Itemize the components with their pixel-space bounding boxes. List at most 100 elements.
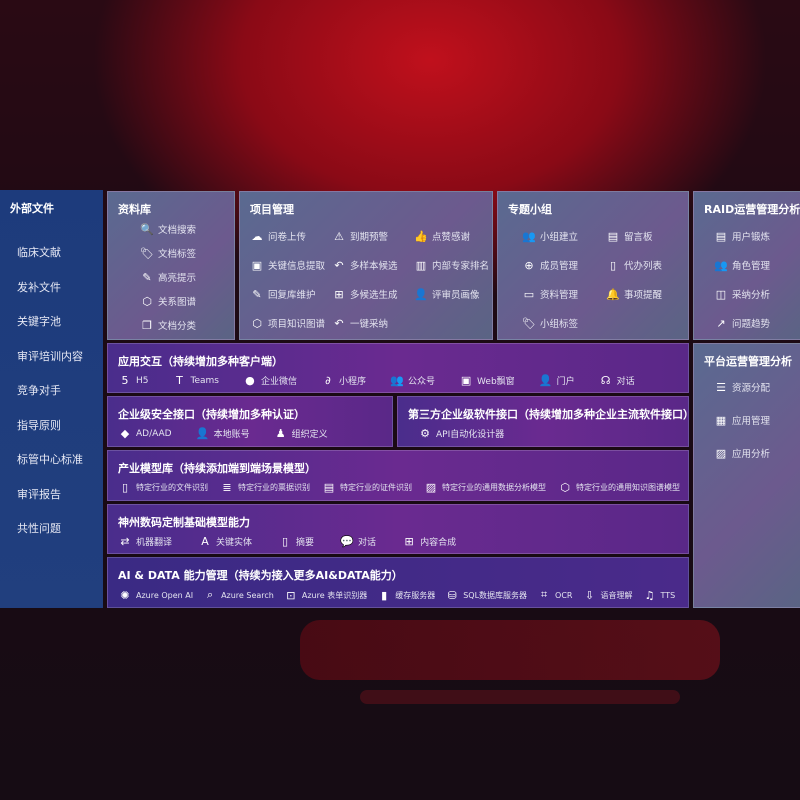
item-doc-search[interactable]: 🔍 文档搜索 bbox=[140, 222, 196, 237]
item-wechat[interactable]: ● 企业微信 bbox=[243, 374, 297, 387]
item-receipt[interactable]: ≣ 特定行业的票据识别 bbox=[220, 481, 310, 494]
item-id-card[interactable]: ▤ 特定行业的证件识别 bbox=[322, 481, 412, 494]
item-html5[interactable]: 5 H5 bbox=[118, 374, 149, 387]
item-edit[interactable]: ✎ 回复库维护 bbox=[250, 287, 315, 302]
item-graph[interactable]: ⬡ 项目知识图谱 bbox=[250, 316, 326, 331]
item-qa[interactable]: ◫ 采纳分析 bbox=[714, 287, 770, 302]
sidebar-item[interactable]: 竞争对手 bbox=[17, 384, 61, 397]
item-window[interactable]: ▣ 关键信息提取 bbox=[250, 258, 325, 273]
item-graph[interactable]: ⬡ 特定行业的通用知识图谱模型 bbox=[558, 481, 680, 494]
item-ocr[interactable]: ⌗ OCR bbox=[537, 588, 573, 602]
item-folder[interactable]: ▭ 资料管理 bbox=[522, 287, 578, 302]
item-translate[interactable]: ⇄ 机器翻译 bbox=[118, 535, 172, 548]
item-tag[interactable]: 🏷 小组标签 bbox=[522, 316, 578, 331]
sidebar-item[interactable]: 关键字池 bbox=[17, 315, 61, 328]
chart-icon: ▨ bbox=[715, 446, 727, 460]
bbs-icon: ▤ bbox=[607, 229, 619, 243]
item-org[interactable]: ♟ 组织定义 bbox=[274, 427, 328, 440]
item-reply[interactable]: ↶ 一键采纳 bbox=[332, 316, 388, 331]
item-alarm[interactable]: ⚠ 到期预警 bbox=[332, 229, 388, 244]
tag-icon: 🏷 bbox=[140, 246, 154, 260]
item-label: 门户 bbox=[556, 377, 575, 387]
item-label: 高亮提示 bbox=[158, 273, 197, 284]
item-search[interactable]: ⌕ Azure Search bbox=[203, 588, 274, 602]
item-window[interactable]: ▣ Web飘窗 bbox=[459, 374, 515, 387]
item-cache[interactable]: ▮ 缓存服务器 bbox=[377, 588, 435, 602]
item-tag[interactable]: 🏷 文档标签 bbox=[140, 246, 196, 261]
bell-icon: 🔔 bbox=[606, 287, 620, 301]
chart-icon: ▨ bbox=[425, 481, 437, 494]
openai-icon: ✺ bbox=[120, 588, 130, 602]
sidebar-item[interactable]: 共性问题 bbox=[17, 522, 61, 535]
panel-title: 产业模型库（持续添加端到端场景模型） bbox=[118, 462, 316, 475]
sidebar-item[interactable]: 标管中心标准 bbox=[17, 453, 83, 466]
ranking-icon: ▥ bbox=[415, 258, 427, 272]
item-puzzle[interactable]: ⊞ 多候选生成 bbox=[332, 287, 398, 302]
item-label: 项目知识图谱 bbox=[268, 319, 326, 330]
item-chart[interactable]: ▨ 应用分析 bbox=[714, 446, 770, 461]
sidebar-item[interactable]: 审评报告 bbox=[17, 487, 61, 501]
item-form[interactable]: ⊡ Azure 表单识别器 bbox=[284, 588, 367, 602]
receipt-icon: ≣ bbox=[222, 481, 232, 494]
sidebar-item[interactable]: 指导原则 bbox=[17, 418, 61, 432]
sidebar-item[interactable]: 临床文献 bbox=[17, 246, 61, 259]
item-pen[interactable]: ✎ 高亮提示 bbox=[140, 270, 197, 285]
apps-icon: ▦ bbox=[715, 413, 727, 427]
item-trend[interactable]: ↗ 问题趋势 bbox=[714, 316, 770, 331]
item-ranking[interactable]: ▥ 内部专家排名 bbox=[414, 258, 489, 273]
item-teams[interactable]: T Teams bbox=[173, 374, 219, 387]
item-label: Web飘窗 bbox=[477, 377, 515, 387]
item-graph[interactable]: ⬡ 关系图谱 bbox=[140, 294, 196, 309]
item-users[interactable]: 👥 小组建立 bbox=[522, 229, 578, 244]
item-doc[interactable]: ▯ 特定行业的文件识别 bbox=[118, 481, 208, 494]
item-doc[interactable]: ▯ 摘要 bbox=[278, 535, 314, 548]
item-label: 资源分配 bbox=[732, 383, 771, 394]
item-puzzle[interactable]: ⊞ 内容合成 bbox=[402, 535, 456, 548]
clipboard-icon: ▯ bbox=[609, 258, 617, 272]
item-database[interactable]: ⛁ SQL数据库服务器 bbox=[445, 588, 527, 602]
entity-icon: A bbox=[201, 535, 209, 548]
item-clipboard[interactable]: ▯ 代办列表 bbox=[606, 258, 662, 273]
item-label: 缓存服务器 bbox=[395, 590, 436, 600]
item-user[interactable]: 👤 本地账号 bbox=[196, 427, 250, 440]
item-label: 特定行业的通用知识图谱模型 bbox=[576, 483, 680, 492]
item-cloud-upload[interactable]: ☁ 问卷上传 bbox=[250, 229, 307, 244]
item-tts[interactable]: ♫ TTS bbox=[643, 588, 676, 602]
panel-title: AI & DATA 能力管理（持续为接入更多AI&DATA能力） bbox=[118, 569, 403, 582]
item-openai[interactable]: ✺ Azure Open AI bbox=[118, 588, 193, 602]
item-diamond[interactable]: ◆ AD/AAD bbox=[118, 427, 172, 440]
portal-icon: 👤 bbox=[538, 374, 553, 387]
item-label: 多候选生成 bbox=[350, 290, 398, 301]
item-bbs[interactable]: ▤ 留言板 bbox=[606, 229, 653, 244]
item-bell[interactable]: 🔔 事项提醒 bbox=[606, 287, 663, 302]
item-apps[interactable]: ▦ 应用管理 bbox=[714, 413, 770, 428]
item-gear[interactable]: ⚙ API自动化设计器 bbox=[418, 427, 504, 440]
item-label: 特定行业的通用数据分析模型 bbox=[442, 483, 546, 492]
item-reply[interactable]: ↶ 多样本候选 bbox=[332, 258, 397, 273]
item-user-add[interactable]: ⊕ 成员管理 bbox=[522, 258, 578, 273]
item-user[interactable]: 👤 评审员画像 bbox=[414, 287, 479, 302]
item-chat-users[interactable]: ☊ 对话 bbox=[599, 374, 635, 387]
item-chart[interactable]: ▨ 特定行业的通用数据分析模型 bbox=[424, 481, 546, 494]
item-list-check[interactable]: ☰ 资源分配 bbox=[714, 380, 771, 395]
sidebar-item[interactable]: 审评培训内容 bbox=[17, 349, 83, 363]
item-docs[interactable]: ❐ 文档分类 bbox=[140, 318, 196, 333]
item-speech[interactable]: ⇩ 语音理解 bbox=[583, 588, 633, 602]
item-users[interactable]: 👥 公众号 bbox=[390, 374, 435, 387]
panel-title: 项目管理 bbox=[250, 203, 294, 216]
sidebar-item[interactable]: 发补文件 bbox=[17, 280, 61, 294]
doc-icon: ▯ bbox=[282, 535, 289, 548]
panel-title: RAID运营管理分析 bbox=[704, 203, 800, 216]
item-thumbs-up[interactable]: 👍 点赞感谢 bbox=[414, 229, 470, 244]
item-miniprogram[interactable]: ∂ 小程序 bbox=[321, 374, 366, 387]
item-id-card[interactable]: ▤ 用户锻炼 bbox=[714, 229, 770, 244]
item-label: 事项提醒 bbox=[624, 290, 663, 301]
item-portal[interactable]: 👤 门户 bbox=[539, 374, 575, 387]
item-entity[interactable]: A 关键实体 bbox=[198, 535, 252, 548]
html5-icon: 5 bbox=[121, 374, 129, 387]
panel-title: 企业级安全接口（持续增加多种认证） bbox=[118, 408, 305, 421]
item-users[interactable]: 👥 角色管理 bbox=[714, 258, 770, 273]
item-chat[interactable]: 💬 对话 bbox=[340, 535, 376, 548]
puzzle-icon: ⊞ bbox=[334, 287, 344, 301]
cache-icon: ▮ bbox=[381, 588, 388, 602]
